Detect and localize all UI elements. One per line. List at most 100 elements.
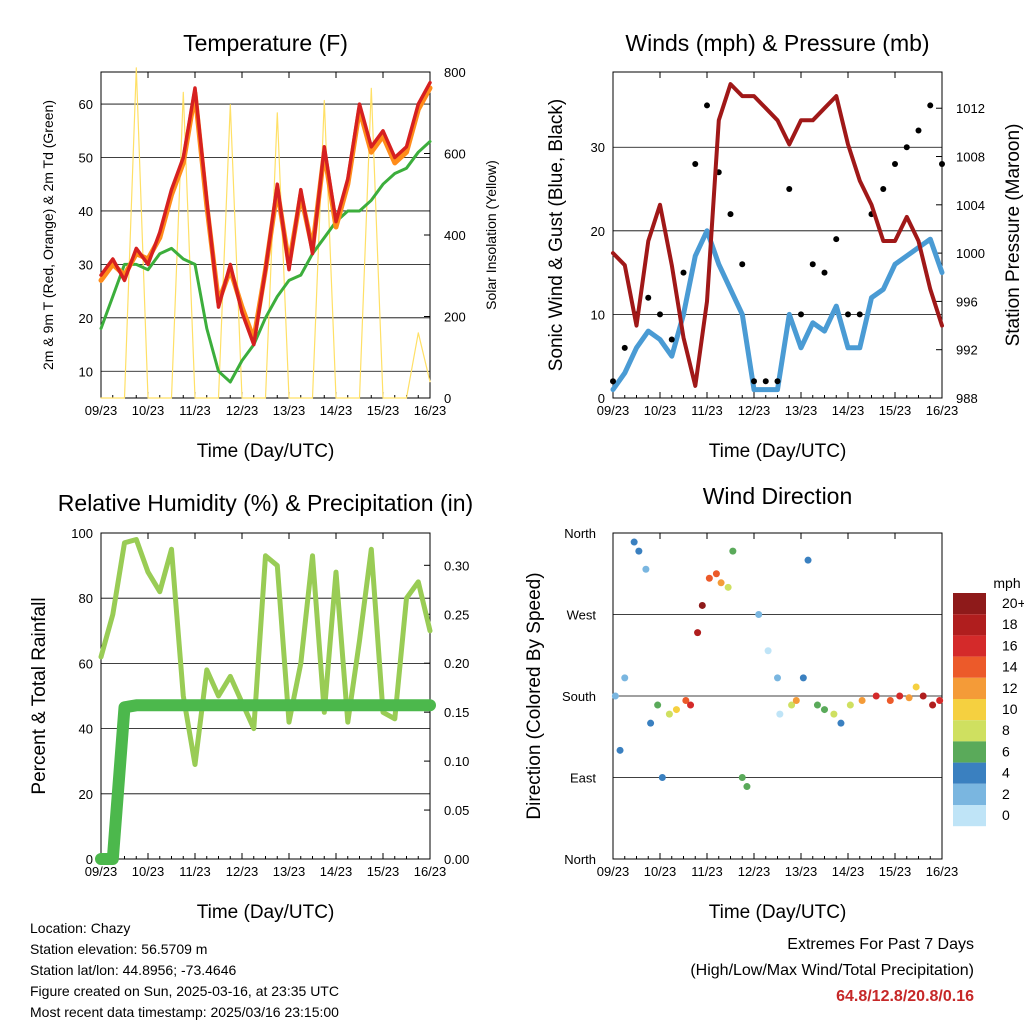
legend-label: 2 — [1002, 786, 1010, 802]
wind-direction-point — [872, 692, 880, 700]
winds-x-tick-label: 14/23 — [832, 403, 865, 418]
wind-direction-point — [647, 719, 655, 727]
legend-label: 12 — [1002, 680, 1018, 696]
gust-point — [927, 102, 934, 109]
wind-direction-point — [830, 710, 838, 718]
direction-y-tick-label: East — [570, 771, 596, 786]
temperature-x-tick-label: 16/23 — [414, 403, 447, 418]
station-pressure-line — [611, 82, 944, 388]
humidity-y2-tick-label: 0.00 — [444, 852, 469, 867]
wind-direction-point — [905, 694, 913, 702]
legend-label: 0 — [1002, 807, 1010, 823]
winds-x-tick-label: 11/23 — [691, 403, 723, 418]
gust-point — [657, 311, 663, 318]
legend-swatch — [953, 635, 986, 657]
winds-y-tick-label: 0 — [598, 391, 605, 406]
legend-label: 4 — [1002, 765, 1010, 781]
wind-direction-point — [616, 746, 624, 754]
humidity-x-tick-label: 10/23 — [132, 864, 165, 879]
winds-x-tick-label: 12/23 — [738, 403, 771, 418]
legend-label: 10 — [1002, 701, 1018, 717]
dewpoint-line — [99, 140, 432, 384]
direction-title: Wind Direction — [703, 483, 853, 509]
winds-left-axis-label: Sonic Wind & Gust (Blue, Black) — [546, 99, 567, 371]
temperature-x-tick-label: 11/23 — [179, 403, 211, 418]
temperature-y2-tick-label: 800 — [444, 65, 466, 80]
wind-direction-point — [698, 601, 706, 609]
wind-direction-point — [776, 710, 784, 718]
humidity-y2-tick-label: 0.15 — [444, 705, 469, 720]
humidity-y-tick-label: 100 — [71, 526, 93, 541]
wind-direction-point — [792, 697, 800, 705]
wind-direction-point — [743, 783, 751, 791]
humidity-y2-tick-label: 0.05 — [444, 803, 469, 818]
temperature-y2-tick-label: 600 — [444, 147, 466, 162]
legend-swatch — [953, 677, 986, 699]
winds-right-axis-label: Station Pressure (Maroon) — [1003, 124, 1024, 347]
station-latlon: Station lat/lon: 44.8956; -73.4646 — [30, 962, 237, 978]
wind-direction-point — [912, 683, 920, 691]
gust-point — [762, 378, 769, 385]
winds-y2-tick-label: 1000 — [956, 246, 985, 261]
wind-direction-point — [936, 697, 944, 705]
wind-direction-point — [705, 574, 713, 582]
humidity-x-tick-label: 09/23 — [85, 864, 118, 879]
figure-created: Figure created on Sun, 2025-03-16, at 23… — [30, 983, 339, 999]
temperature-y2-tick-label: 200 — [444, 310, 466, 325]
humidity-x-tick-label: 13/23 — [273, 864, 306, 879]
winds-y2-tick-label: 992 — [956, 343, 978, 358]
gust-point — [610, 378, 616, 385]
gust-point — [903, 144, 910, 151]
legend-swatch — [953, 593, 986, 615]
humidity-x-tick-label: 11/23 — [179, 864, 211, 879]
temperature-y2-tick-label: 400 — [444, 228, 466, 243]
winds-x-label: Time (Day/UTC) — [709, 441, 847, 462]
wind-direction-point — [611, 692, 619, 700]
legend-swatch — [953, 614, 986, 636]
temperature-x-tick-label: 14/23 — [320, 403, 353, 418]
wind-direction-point — [821, 706, 828, 714]
gust-point — [751, 378, 757, 385]
wind-direction-point — [724, 583, 732, 591]
humidity-y2-tick-label: 0.25 — [444, 607, 469, 622]
wind-direction-point — [630, 538, 638, 546]
wind-direction-point — [729, 547, 737, 555]
direction-y-tick-label: South — [562, 689, 596, 704]
winds-x-tick-label: 16/23 — [926, 403, 959, 418]
humidity-left-axis-label: Percent & Total Rainfall — [29, 597, 50, 794]
wind-direction-point — [788, 701, 796, 709]
wind-direction-point — [738, 774, 746, 781]
sonic-wind-line — [610, 228, 945, 393]
legend-swatch — [953, 805, 986, 827]
wind-direction-point — [919, 692, 927, 700]
gust-point — [739, 261, 746, 268]
temp-2m-line — [99, 80, 432, 347]
direction-x-tick-label: 09/23 — [597, 864, 630, 879]
gust-point — [798, 311, 804, 318]
legend-swatch — [953, 656, 986, 678]
gust-point — [809, 261, 816, 268]
winds-x-tick-label: 13/23 — [785, 403, 818, 418]
humidity-y2-tick-label: 0.30 — [444, 558, 469, 573]
temp-9m-line — [98, 85, 433, 342]
temperature-x-tick-label: 13/23 — [273, 403, 306, 418]
temperature-right-axis-label: Solar Insolation (Yellow) — [483, 160, 499, 310]
direction-y-tick-label: North — [564, 852, 596, 867]
extremes-subtitle: (High/Low/Max Wind/Total Precipitation) — [690, 962, 974, 979]
direction-x-tick-label: 14/23 — [832, 864, 865, 879]
humidity-x-tick-label: 14/23 — [320, 864, 353, 879]
wind-direction-point — [764, 647, 772, 655]
winds-y2-tick-label: 996 — [956, 294, 978, 309]
gust-point — [915, 127, 922, 134]
legend-label: 20+ — [1002, 595, 1024, 611]
temperature-y-tick-label: 10 — [79, 364, 93, 379]
temperature-y-tick-label: 30 — [79, 257, 93, 272]
humidity-y-tick-label: 60 — [79, 656, 93, 671]
temperature-y-tick-label: 40 — [79, 204, 93, 219]
temperature-x-tick-label: 12/23 — [226, 403, 259, 418]
wind-direction-point — [755, 611, 763, 618]
wind-direction-point — [717, 579, 725, 587]
legend-label: 14 — [1002, 659, 1018, 675]
wind-direction-point — [837, 719, 845, 727]
